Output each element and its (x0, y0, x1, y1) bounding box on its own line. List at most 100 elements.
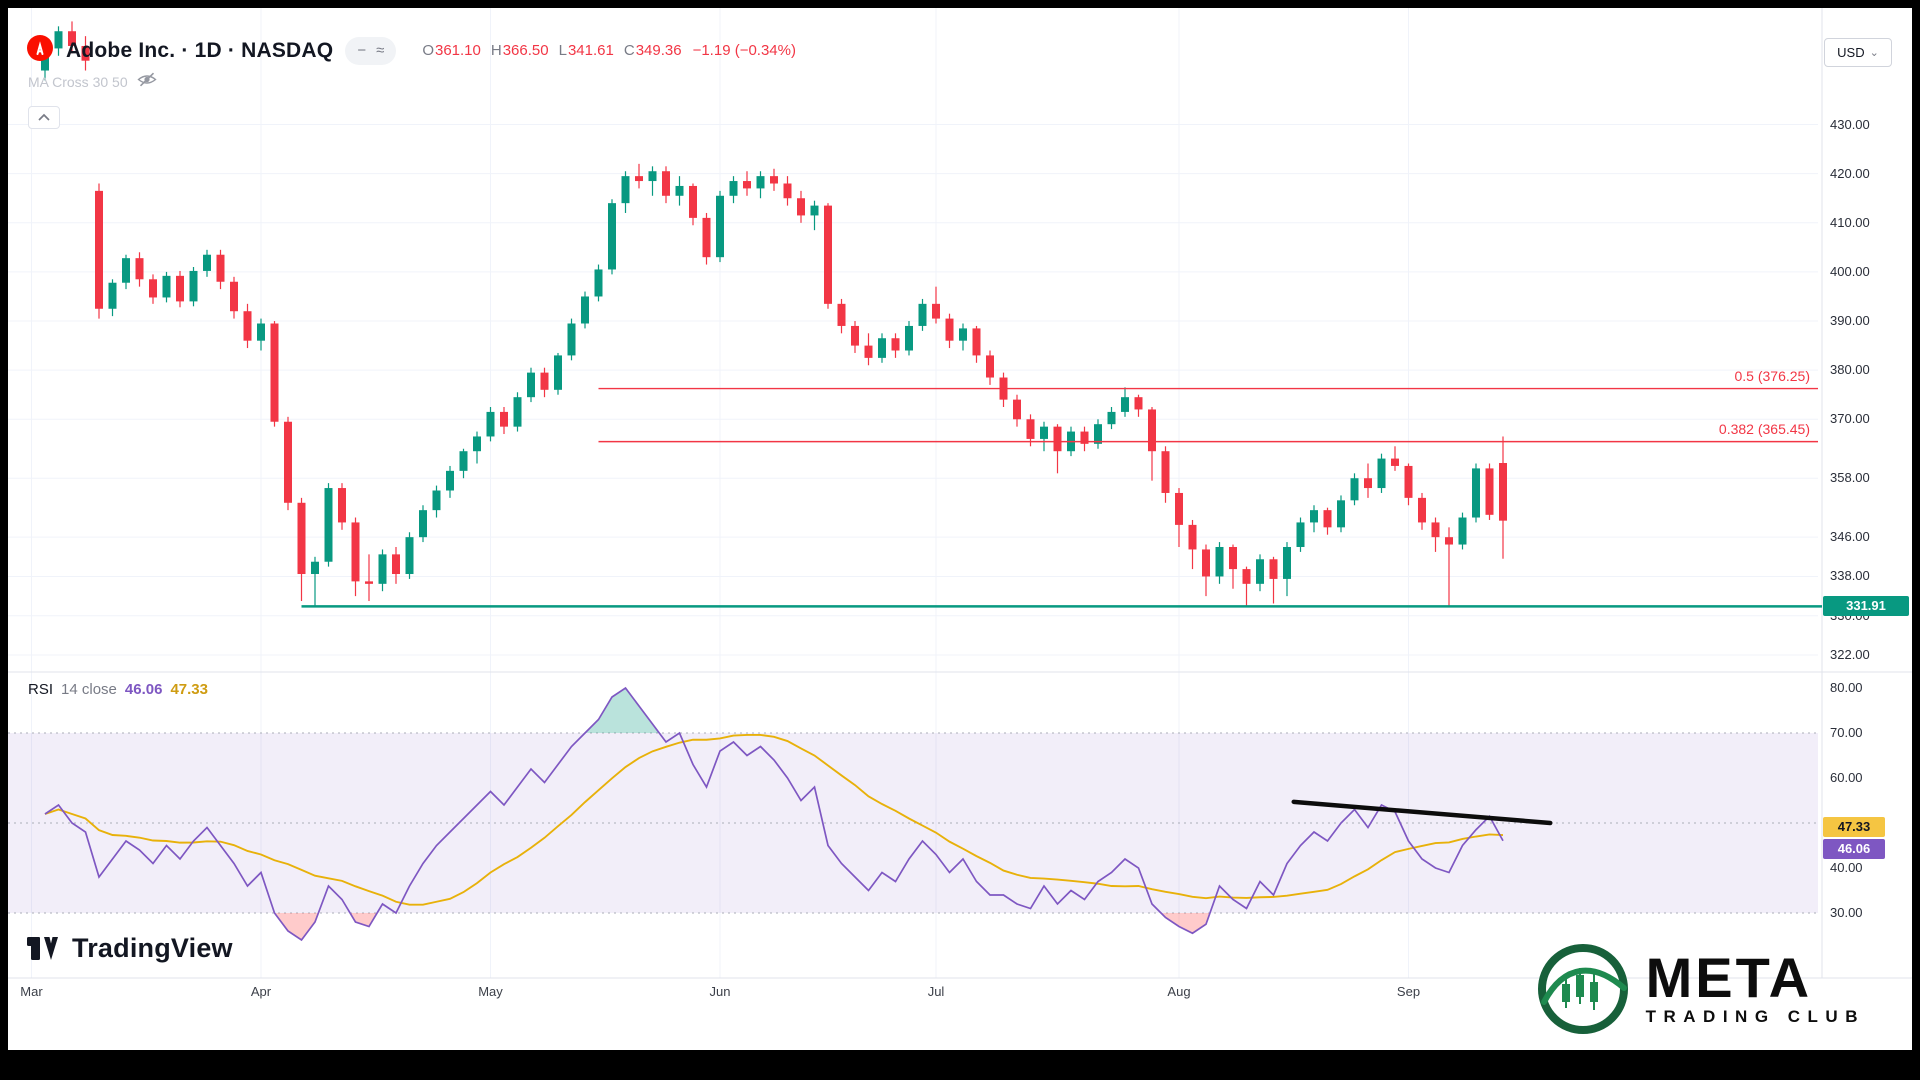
support-price-badge: 331.91 (1823, 596, 1909, 617)
candle-body (756, 176, 765, 189)
symbol-title[interactable]: Adobe Inc. · 1D · NASDAQ (66, 38, 334, 62)
chart-style-pill[interactable]: − ≈ (345, 36, 397, 65)
candle-body (864, 345, 873, 358)
candle-body (432, 490, 441, 511)
price-axis-label: 410.00 (1830, 214, 1870, 230)
fib-level-label: 0.382 (365.45) (1718, 420, 1810, 437)
candle-body (527, 372, 535, 398)
price-axis-label: 390.00 (1830, 313, 1870, 329)
time-axis-label: Jun (709, 984, 731, 999)
rsi-line (44, 686, 1504, 942)
indicator-label[interactable]: MA Cross 30 50 (28, 74, 128, 90)
candle-body (824, 205, 832, 304)
price-axis-label: 430.00 (1830, 116, 1870, 132)
candle-body (486, 411, 495, 437)
candle-body (1040, 426, 1048, 439)
candle-body (378, 554, 387, 584)
candle-body (1215, 546, 1224, 577)
rsi-axis-label: 40.00 (1830, 860, 1863, 875)
price-axis-label: 370.00 (1830, 411, 1870, 427)
rsi-series (44, 686, 1504, 942)
candle-body (1418, 497, 1426, 523)
candle-body (743, 181, 751, 189)
candle-body (891, 338, 900, 351)
tradingview-logo[interactable]: TradingView (26, 930, 233, 966)
price-axis-label: 346.00 (1830, 529, 1870, 545)
candle-body (729, 181, 738, 196)
candle-body (797, 198, 805, 216)
candle-body (1431, 522, 1440, 538)
candle-body (1053, 426, 1062, 452)
candle-body (1499, 462, 1507, 521)
open-label: O (422, 42, 434, 59)
close-value: 349.36 (635, 42, 682, 59)
candle-body (500, 411, 508, 427)
candle-body (810, 205, 819, 216)
indicator-row[interactable]: MA Cross 30 50 (28, 72, 157, 92)
candle-body (1175, 492, 1183, 525)
candle-body (972, 328, 981, 356)
currency-button[interactable]: USD ⌄ (1824, 38, 1892, 67)
candle-body (1202, 549, 1210, 577)
time-axis-label: Mar (20, 984, 43, 999)
candle-body (905, 325, 913, 351)
candle-body (878, 338, 886, 358)
eye-off-icon[interactable] (137, 72, 157, 92)
rsi-band (8, 732, 1818, 914)
rsi-legend[interactable]: RSI 14 close 46.06 47.33 (28, 681, 208, 698)
low-label: L (558, 42, 567, 59)
wave-icon[interactable]: ≈ (376, 42, 385, 59)
candle-body (1256, 559, 1264, 584)
candle-body (149, 279, 157, 298)
candle-body (419, 510, 427, 538)
candle-body (675, 185, 684, 196)
candle-body (1472, 468, 1480, 518)
candle-body (1323, 510, 1332, 528)
rsi-title: RSI (28, 681, 54, 698)
candle-body (351, 522, 360, 582)
candle-body (1161, 451, 1170, 493)
candle-body (1310, 510, 1318, 523)
candle-body (621, 176, 630, 204)
time-axis-label: Aug (1167, 984, 1191, 999)
high-label: H (490, 42, 502, 59)
candle-body (567, 323, 576, 356)
candle-body (581, 296, 589, 324)
candle-body (1080, 431, 1089, 444)
close-label: C (623, 42, 635, 59)
candle-body (635, 176, 643, 182)
candle-body (176, 275, 184, 302)
collapse-pane-button[interactable] (28, 106, 60, 129)
minus-icon[interactable]: − (357, 42, 367, 59)
candle-body (1377, 458, 1386, 489)
candle-body (1283, 546, 1291, 579)
price-axis-label: 322.00 (1830, 647, 1870, 663)
rsi-value-badge: 47.33 (1823, 816, 1885, 837)
candle-body (284, 421, 292, 503)
candle-body (405, 537, 414, 575)
candle-body (365, 581, 373, 584)
time-axis-label: Sep (1396, 984, 1421, 999)
candle-body (945, 318, 954, 341)
price-axis-label: 380.00 (1830, 362, 1870, 378)
candle-body (1404, 465, 1413, 498)
candle-body (851, 325, 859, 346)
candle-body (513, 397, 522, 427)
rsi-params: 14 close (61, 681, 117, 698)
candle-body (392, 554, 400, 575)
candle-body (837, 303, 846, 326)
candle-body (230, 281, 238, 312)
candle-body (986, 355, 994, 378)
adobe-logo-icon[interactable] (26, 34, 54, 67)
candle-body (338, 488, 346, 523)
candle-body (1107, 411, 1116, 425)
rsi-ma-line (44, 733, 1504, 906)
tradingview-logo-icon (27, 937, 58, 960)
time-axis-label: Apr (250, 984, 272, 999)
chevron-down-icon: ⌄ (1869, 47, 1879, 59)
club-text: META TRADING CLUB (1646, 949, 1865, 1027)
currency-label: USD (1837, 45, 1865, 60)
candle-body (95, 190, 103, 309)
